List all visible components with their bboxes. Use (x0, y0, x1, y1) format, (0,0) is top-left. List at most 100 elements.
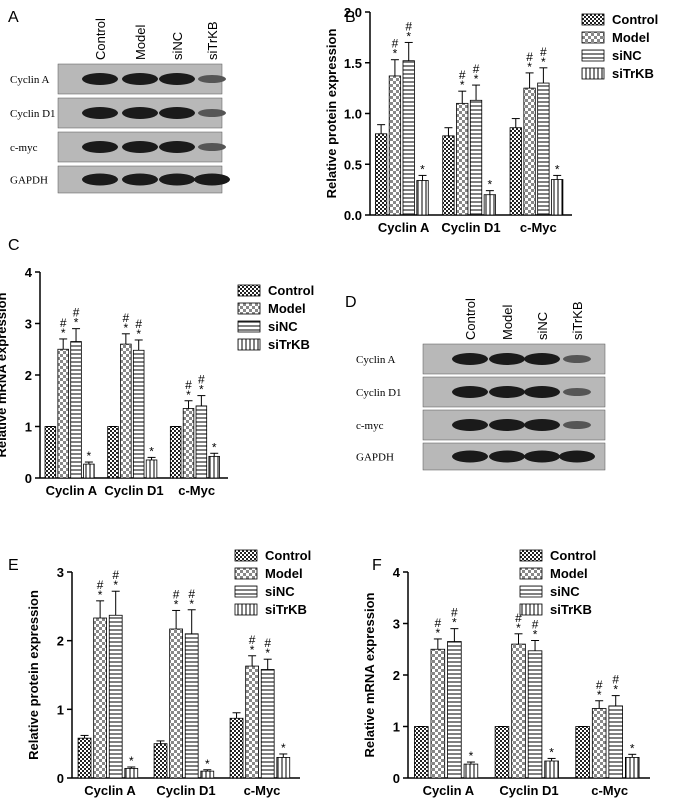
blot-band (452, 450, 488, 463)
legend-label: siNC (265, 584, 295, 599)
bar (120, 343, 132, 479)
legend-label: siNC (268, 319, 298, 334)
bar (107, 426, 119, 479)
bar (591, 708, 607, 779)
bar (416, 180, 429, 216)
significance-mark: # (473, 62, 480, 76)
legend-label: siNC (612, 48, 642, 63)
blot-column-label: siNC (535, 312, 550, 340)
x-tick-label: Cyclin D1 (499, 783, 558, 798)
significance-mark: * (541, 55, 546, 69)
significance-mark: * (630, 741, 635, 755)
legend-label: Control (265, 548, 311, 563)
blot-band (82, 141, 118, 153)
significance-mark: * (186, 388, 191, 402)
legend-swatch (237, 284, 261, 297)
bar (245, 665, 259, 779)
bar (523, 87, 536, 216)
significance-mark: # (249, 633, 256, 647)
bar (132, 349, 145, 479)
blot-row-label: Cyclin D1 (10, 108, 56, 120)
significance-mark: * (199, 383, 204, 397)
significance-mark: * (250, 643, 255, 657)
blot-band (122, 173, 158, 186)
legend-swatch (519, 585, 543, 598)
legend-swatch (237, 320, 261, 333)
bar (469, 99, 483, 216)
significance-mark: * (212, 440, 217, 454)
significance-mark: # (459, 68, 466, 82)
bar (544, 760, 559, 779)
bar (447, 641, 462, 779)
bar (456, 102, 469, 216)
significance-mark: # (185, 378, 192, 392)
blot-band (524, 386, 560, 398)
y-axis-label: Relative mRNA expression (0, 292, 9, 457)
bar (208, 455, 220, 479)
significance-mark: * (129, 754, 134, 768)
y-tick-label: 0.0 (344, 208, 362, 223)
legend-swatch (519, 549, 543, 562)
blot-band (198, 75, 226, 83)
legend-label: siNC (550, 584, 580, 599)
y-axis-label: Relative protein expression (324, 29, 339, 199)
bar (483, 194, 496, 216)
y-tick-label: 0 (25, 471, 32, 486)
bar (537, 82, 550, 216)
legend-swatch (234, 549, 258, 562)
bar (83, 463, 95, 479)
bar (145, 459, 158, 479)
blot-row-label: Cyclin A (10, 74, 49, 86)
y-tick-label: 4 (25, 265, 33, 280)
x-tick-label: Cyclin A (423, 783, 475, 798)
x-tick-label: Cyclin A (84, 783, 136, 798)
blot-column-label: siTrKB (205, 21, 220, 60)
blot-column-label: Control (93, 18, 108, 60)
bar (509, 127, 522, 216)
bar (575, 726, 590, 779)
significance-mark: # (596, 678, 603, 692)
bar (169, 628, 183, 779)
y-tick-label: 0.5 (344, 157, 362, 172)
bar (93, 617, 107, 779)
significance-mark: * (420, 162, 425, 176)
bar (414, 726, 429, 779)
significance-mark: * (74, 316, 79, 330)
significance-mark: * (174, 597, 179, 611)
bar (624, 757, 640, 779)
legend-label: Model (550, 566, 588, 581)
blot-band (82, 107, 118, 119)
legend-label: Model (265, 566, 303, 581)
y-tick-label: 2 (57, 634, 64, 649)
bar (200, 770, 215, 779)
significance-mark: * (136, 327, 141, 341)
bar (511, 643, 526, 779)
panel-label: D (345, 294, 357, 311)
blot-band (524, 419, 560, 431)
bar (402, 60, 415, 216)
bar (374, 133, 388, 216)
significance-mark: * (549, 745, 554, 759)
significance-mark: # (173, 587, 180, 601)
blot-column-label: Model (133, 24, 148, 60)
blot-column-label: Control (463, 298, 478, 340)
bar (608, 705, 623, 779)
bar (442, 135, 455, 216)
blot-band (198, 109, 226, 117)
significance-mark: * (460, 78, 465, 92)
y-tick-label: 0 (57, 771, 64, 786)
bar (108, 614, 123, 779)
legend-label: siTrKB (612, 66, 654, 81)
significance-mark: * (516, 621, 521, 635)
blot-band (82, 73, 118, 85)
blot-band (524, 353, 560, 365)
bar (527, 650, 543, 779)
x-tick-label: Cyclin D1 (104, 483, 163, 498)
x-tick-label: Cyclin D1 (156, 783, 215, 798)
significance-mark: # (532, 617, 539, 631)
significance-mark: # (451, 606, 458, 620)
bar (260, 669, 275, 779)
significance-mark: # (612, 673, 619, 687)
significance-mark: # (97, 578, 104, 592)
blot-band (198, 143, 226, 151)
